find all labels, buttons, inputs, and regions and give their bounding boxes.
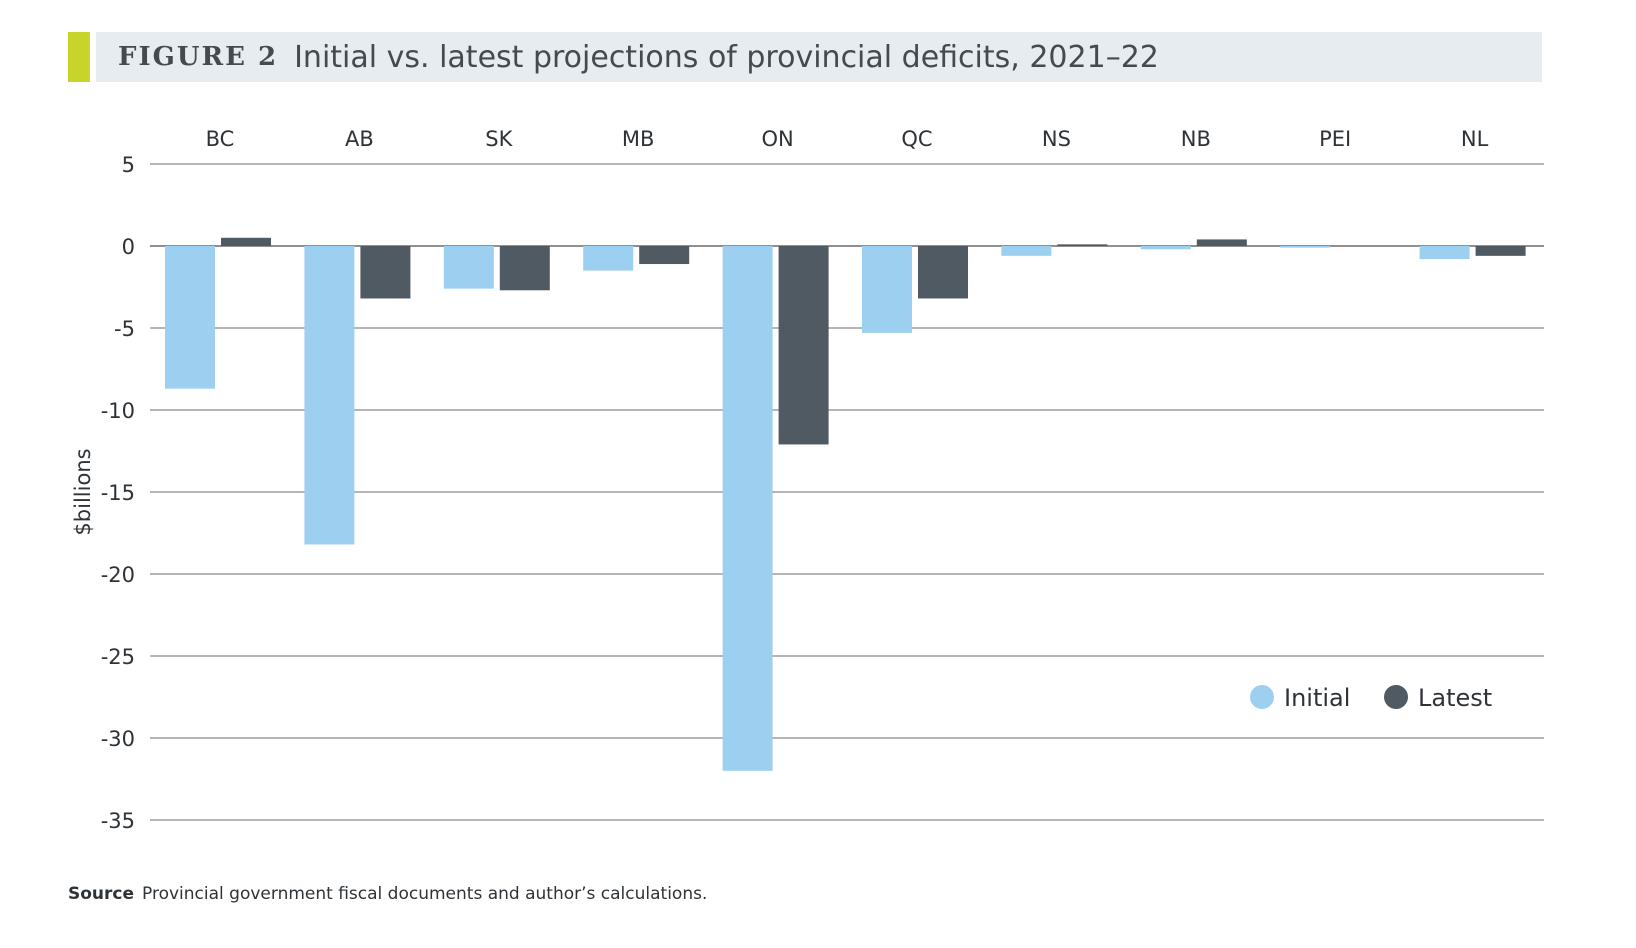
- bar-latest-nb: [1196, 239, 1247, 246]
- y-axis-ticks: 5 0 -5 -10 -15 -20 -25 -30 -35: [101, 153, 135, 833]
- bar-latest-sk: [499, 246, 550, 291]
- category-labels: BC AB SK MB ON QC NS NB PEI NL: [206, 127, 1489, 151]
- bar-latest-bc: [221, 237, 271, 246]
- bar-initial-bc: [165, 246, 215, 389]
- legend-initial-label: Initial: [1284, 684, 1350, 712]
- bar-latest-mb: [639, 246, 690, 265]
- figure-title-bar: FIGURE 2 Initial vs. latest projections …: [96, 32, 1542, 82]
- y-axis-label: $billions: [71, 448, 95, 535]
- bar-latest-on: [778, 246, 829, 445]
- legend-initial-swatch: [1250, 685, 1274, 709]
- figure-label: FIGURE 2: [118, 42, 279, 72]
- source-text: Provincial government fiscal documents a…: [142, 884, 708, 904]
- y-tick-label: -30: [101, 727, 135, 751]
- category-label: SK: [485, 127, 513, 151]
- bar-initial-nb: [1140, 246, 1191, 250]
- category-label: NS: [1042, 127, 1071, 151]
- bar-initial-ab: [304, 246, 355, 545]
- category-label: QC: [901, 127, 932, 151]
- y-tick-label: 0: [122, 235, 135, 259]
- category-label: AB: [345, 127, 374, 151]
- bar-initial-ns: [1001, 246, 1052, 256]
- bar-latest-qc: [918, 246, 968, 299]
- y-tick-label: -25: [101, 645, 135, 669]
- y-tick-label: -15: [101, 481, 135, 505]
- gridlines: [150, 163, 1544, 821]
- legend-latest-swatch: [1384, 685, 1408, 709]
- bar-initial-nl: [1419, 246, 1470, 260]
- category-label: MB: [622, 127, 655, 151]
- bars: [165, 237, 1526, 771]
- y-tick-label: -10: [101, 399, 135, 423]
- title-accent-bar: [68, 32, 90, 82]
- bar-initial-mb: [583, 246, 634, 271]
- source-note: Source Provincial government fiscal docum…: [68, 884, 707, 904]
- bar-latest-ab: [360, 246, 411, 299]
- y-tick-label: -35: [101, 809, 135, 833]
- y-tick-label: 5: [122, 153, 135, 177]
- bar-initial-sk: [443, 246, 494, 289]
- y-tick-label: -20: [101, 563, 135, 587]
- bar-initial-qc: [862, 246, 912, 333]
- category-label: BC: [206, 127, 235, 151]
- legend-latest-label: Latest: [1418, 684, 1492, 712]
- bar-latest-nl: [1475, 246, 1526, 256]
- legend: Initial Latest: [1250, 684, 1492, 712]
- bar-initial-on: [722, 246, 773, 771]
- category-label: NB: [1181, 127, 1211, 151]
- y-tick-label: -5: [114, 317, 135, 341]
- bar-latest-ns: [1057, 244, 1108, 246]
- figure-title: Initial vs. latest projections of provin…: [294, 39, 1159, 75]
- category-label: ON: [761, 127, 793, 151]
- bar-initial-pei: [1280, 246, 1331, 248]
- category-label: PEI: [1319, 127, 1351, 151]
- category-label: NL: [1461, 127, 1489, 151]
- source-label: Source: [68, 884, 135, 904]
